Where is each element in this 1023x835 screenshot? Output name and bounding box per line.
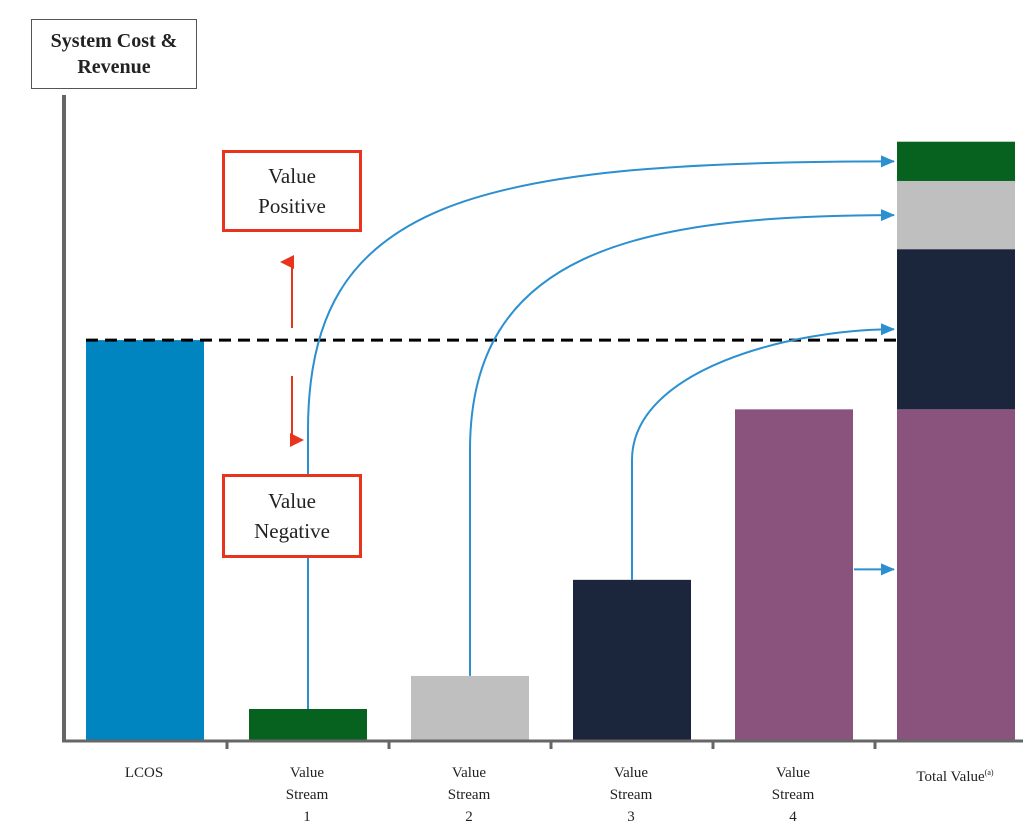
value-positive-line-1: Value — [268, 164, 316, 188]
bar-value-stream-4 — [735, 409, 853, 740]
bar-value-stream-1 — [249, 709, 367, 740]
x-tick-stream-2-line-2: Stream — [447, 787, 491, 803]
y-axis-label-line-2: Revenue — [77, 56, 151, 78]
x-tick-label-total: Total Value(a) — [895, 762, 1015, 788]
value-positive-box: Value Positive — [222, 150, 362, 232]
flow-arrow-value-stream-1 — [307, 155, 895, 709]
value-positive-line-2: Positive — [258, 194, 326, 218]
x-tick-stream-3-line-2: Stream — [609, 787, 653, 803]
y-axis-label-line-1: System Cost & — [50, 30, 178, 52]
value-negative-line-1: Value — [268, 489, 316, 513]
x-tick-label-stream-3: Value Stream 3 — [571, 762, 691, 828]
x-tick-stream-3-line-1: Value — [613, 765, 649, 781]
x-tick-stream-1-line-2: Stream — [285, 787, 329, 803]
x-tick-stream-1-line-3: 1 — [303, 809, 311, 825]
total-segment-value-stream-3 — [897, 249, 1015, 410]
x-tick-label-stream-1: Value Stream 1 — [247, 762, 367, 828]
x-tick-stream-4-line-3: 4 — [789, 809, 797, 825]
x-tick-total-text: Total Value — [916, 769, 985, 785]
x-tick-lcos-line-1: LCOS — [124, 765, 164, 781]
flow-arrows-layer — [280, 155, 895, 709]
x-tick-stream-4-line-2: Stream — [771, 787, 815, 803]
total-segment-value-stream-2 — [897, 180, 1015, 250]
bar-value-stream-3 — [573, 579, 691, 740]
x-tick-stream-4-line-1: Value — [775, 765, 811, 781]
x-tick-label-lcos: LCOS — [84, 762, 204, 784]
bar-lcos — [86, 340, 204, 740]
x-tick-stream-2-line-3: 2 — [465, 809, 473, 825]
x-tick-total-line-1: Total Value(a) — [895, 762, 1015, 788]
y-axis-label: System Cost & Revenue — [31, 19, 197, 89]
flow-arrow-value-stream-3 — [631, 323, 895, 580]
bar-value-stream-2 — [411, 675, 529, 740]
x-tick-label-stream-4: Value Stream 4 — [733, 762, 853, 828]
x-tick-label-stream-2: Value Stream 2 — [409, 762, 529, 828]
x-tick-stream-1-line-1: Value — [289, 765, 325, 781]
axes-layer — [62, 95, 1023, 749]
flow-arrow-value-stream-2 — [469, 209, 895, 676]
total-footnote-marker: (a) — [984, 768, 994, 777]
value-negative-line-2: Negative — [254, 519, 330, 543]
x-tick-stream-2-line-1: Value — [451, 765, 487, 781]
total-segment-value-stream-1 — [897, 141, 1015, 181]
value-negative-box: Value Negative — [222, 474, 362, 558]
total-segment-value-stream-4 — [897, 409, 1015, 740]
x-tick-stream-3-line-3: 3 — [627, 809, 635, 825]
bars-layer — [86, 141, 1015, 740]
